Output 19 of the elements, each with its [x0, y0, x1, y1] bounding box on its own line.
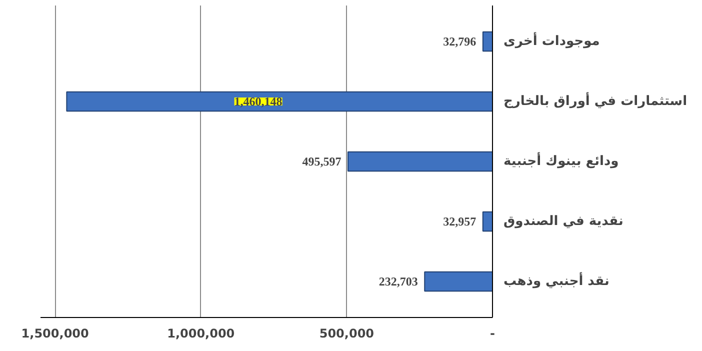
y-tick-label: موجودات أخرى — [504, 32, 600, 49]
data-label: 232,703 — [378, 274, 418, 288]
x-tick-label: 500,000 — [319, 326, 374, 340]
data-label: 1,460,148 — [234, 94, 282, 108]
y-tick-label: استثمارات في أوراق بالخارج — [504, 92, 688, 109]
bar — [347, 151, 492, 172]
x-tick-label: 1,000,000 — [167, 326, 235, 340]
bar — [424, 271, 492, 292]
y-tick-label: ودائع بينوك أجنبية — [504, 152, 619, 169]
x-tick-label: - — [490, 326, 496, 340]
bar — [66, 91, 492, 112]
data-label: 495,597 — [302, 154, 342, 168]
x-tick-label: 1,500,000 — [21, 326, 89, 340]
bar — [482, 31, 492, 52]
y-tick-label: نقد أجنبي وذهب — [504, 272, 610, 289]
bar — [482, 211, 492, 232]
data-label: 32,957 — [443, 214, 476, 228]
y-tick-label: نقدية في الصندوق — [504, 214, 624, 229]
data-label: 32,796 — [443, 34, 476, 48]
